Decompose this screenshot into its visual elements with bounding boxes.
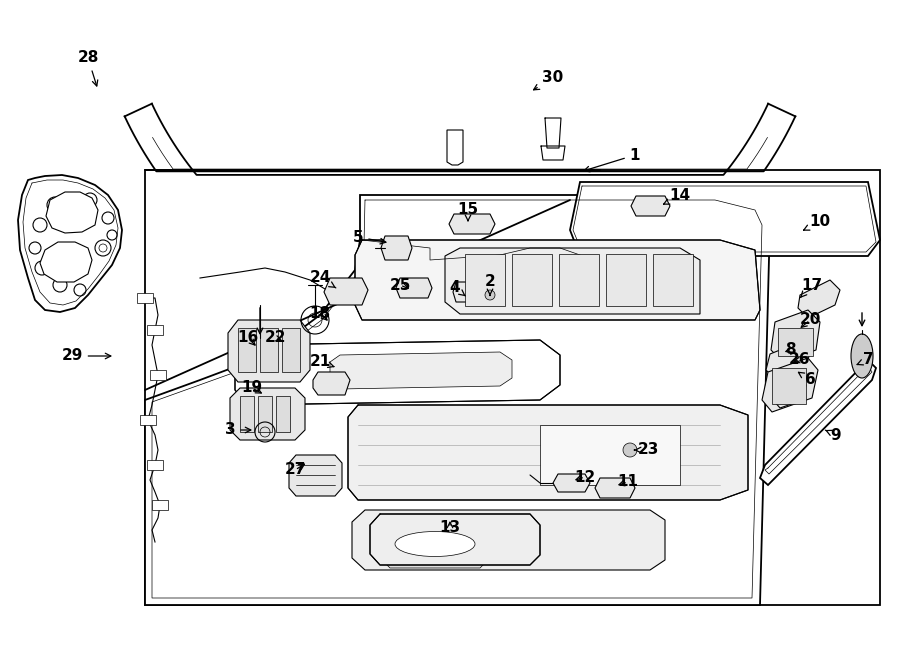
Polygon shape — [447, 130, 463, 165]
Text: 1: 1 — [584, 147, 640, 172]
Text: 24: 24 — [310, 270, 336, 288]
Text: 12: 12 — [574, 469, 596, 485]
Text: 21: 21 — [310, 354, 334, 369]
Polygon shape — [445, 248, 700, 314]
Ellipse shape — [395, 531, 475, 557]
Bar — [145, 170, 880, 605]
Bar — [140, 415, 156, 425]
Text: 30: 30 — [534, 71, 563, 90]
Polygon shape — [774, 378, 806, 408]
Polygon shape — [230, 388, 305, 440]
Text: 14: 14 — [663, 188, 690, 204]
Polygon shape — [380, 520, 490, 568]
Circle shape — [485, 290, 495, 300]
Text: 5: 5 — [353, 229, 386, 245]
Bar — [559, 254, 599, 306]
Ellipse shape — [851, 334, 873, 378]
Text: 17: 17 — [800, 278, 823, 297]
Bar — [152, 500, 168, 510]
Bar — [147, 325, 163, 335]
Text: 4: 4 — [450, 280, 465, 296]
Polygon shape — [46, 192, 98, 233]
Text: 27: 27 — [284, 463, 306, 477]
Polygon shape — [370, 514, 540, 565]
Text: 28: 28 — [77, 50, 99, 86]
Bar — [778, 328, 813, 356]
Bar — [238, 328, 256, 372]
Text: 15: 15 — [457, 202, 479, 221]
Polygon shape — [348, 405, 748, 500]
Polygon shape — [771, 310, 820, 362]
Bar — [606, 254, 646, 306]
Polygon shape — [352, 510, 665, 570]
Polygon shape — [766, 342, 810, 380]
Text: 11: 11 — [617, 475, 638, 490]
Text: 13: 13 — [439, 520, 461, 535]
Bar — [512, 254, 552, 306]
Bar — [147, 460, 163, 470]
Polygon shape — [762, 358, 818, 412]
Bar — [260, 328, 278, 372]
Polygon shape — [324, 278, 368, 305]
Polygon shape — [18, 175, 122, 312]
Polygon shape — [289, 455, 342, 496]
Text: 2: 2 — [484, 274, 495, 295]
Bar — [150, 370, 166, 380]
Text: 16: 16 — [238, 330, 258, 346]
Text: 9: 9 — [825, 428, 842, 442]
Text: 7: 7 — [857, 352, 873, 368]
Polygon shape — [798, 280, 840, 318]
Polygon shape — [595, 478, 635, 498]
Text: 10: 10 — [804, 215, 831, 230]
Polygon shape — [235, 340, 560, 405]
Bar — [282, 328, 300, 372]
Polygon shape — [313, 372, 350, 395]
Polygon shape — [145, 195, 770, 605]
Text: 18: 18 — [310, 305, 330, 321]
Polygon shape — [381, 236, 412, 260]
Polygon shape — [631, 196, 670, 216]
Text: 23: 23 — [634, 442, 659, 457]
Polygon shape — [330, 352, 512, 389]
Polygon shape — [396, 278, 432, 298]
Bar — [137, 293, 153, 303]
Bar — [258, 396, 272, 432]
Circle shape — [623, 443, 637, 457]
Text: 20: 20 — [799, 313, 821, 327]
Text: 26: 26 — [789, 352, 811, 368]
Polygon shape — [355, 240, 760, 320]
Bar — [653, 254, 693, 306]
Polygon shape — [228, 320, 310, 382]
Polygon shape — [570, 182, 880, 256]
Text: 19: 19 — [241, 381, 263, 395]
Polygon shape — [453, 282, 478, 302]
Text: 25: 25 — [390, 278, 410, 293]
Bar — [772, 368, 806, 404]
Bar — [540, 425, 680, 485]
Text: 22: 22 — [265, 330, 286, 346]
Text: 8: 8 — [785, 342, 796, 358]
Bar — [276, 396, 290, 432]
Polygon shape — [40, 242, 92, 282]
Bar — [465, 254, 505, 306]
Text: 3: 3 — [225, 422, 251, 438]
Bar — [240, 396, 254, 432]
Text: 6: 6 — [798, 372, 815, 387]
Polygon shape — [760, 360, 876, 485]
Polygon shape — [553, 474, 590, 492]
Text: 29: 29 — [61, 348, 111, 364]
Polygon shape — [449, 214, 495, 234]
